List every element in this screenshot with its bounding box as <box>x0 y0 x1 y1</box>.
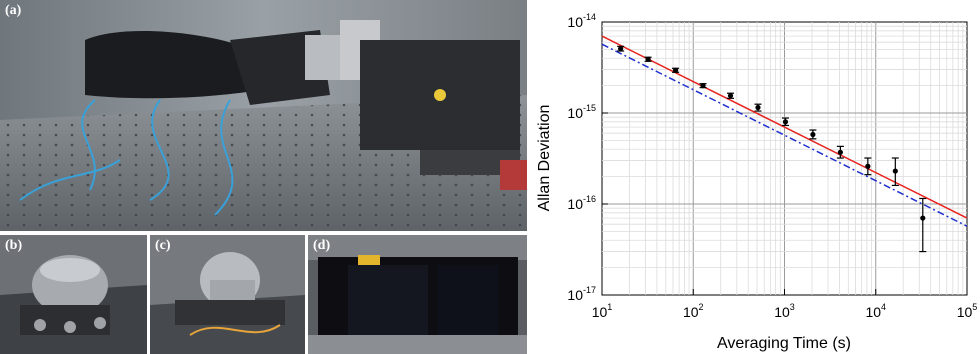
data-point <box>865 163 871 169</box>
allan-deviation-chart: 101 102 103 104 105 10-14 10-15 10-16 10-17 Aver… <box>536 12 977 352</box>
data-point <box>727 93 734 99</box>
data-point <box>782 119 789 125</box>
fit-lines <box>601 35 968 227</box>
data-point <box>645 56 651 62</box>
y-tick-label: 10-15 <box>567 103 596 121</box>
photo-vacuum-chamber: (b) <box>0 235 147 354</box>
data-point <box>810 131 816 138</box>
y-tick-label: 10-14 <box>567 12 596 30</box>
data-point <box>892 168 898 174</box>
photo-optical-table: (a) <box>0 0 527 231</box>
y-tick-label: 10-17 <box>567 285 596 303</box>
data-point <box>755 104 761 111</box>
x-tick-label: 102 <box>683 302 704 320</box>
x-tick-label: 103 <box>774 302 795 320</box>
data-point <box>837 149 843 155</box>
data-point <box>920 215 926 221</box>
y-tick-label: 10-16 <box>567 194 596 212</box>
data-points <box>617 45 927 253</box>
x-tick-label: 104 <box>865 302 886 320</box>
data-point <box>700 83 706 89</box>
panel-label-a: (a) <box>5 3 22 18</box>
photo-enclosure: (d) <box>308 235 527 354</box>
panel-label-c: (c) <box>155 238 171 253</box>
axis-ticks: 101 102 103 104 105 10-14 10-15 10-16 10-17 <box>567 12 977 320</box>
x-tick-label: 101 <box>592 302 613 320</box>
data-point <box>618 46 624 52</box>
y-axis-title: Allan Deviation <box>536 105 553 212</box>
fit-line-1 <box>601 35 968 219</box>
x-tick-label: 105 <box>957 302 978 320</box>
x-axis-title: Averaging Time (s) <box>717 335 851 352</box>
photo-cavity-assembly: (c) <box>150 235 305 354</box>
panel-label-d: (d) <box>313 238 331 253</box>
panel-label-b: (b) <box>5 238 23 253</box>
data-point <box>672 67 679 73</box>
